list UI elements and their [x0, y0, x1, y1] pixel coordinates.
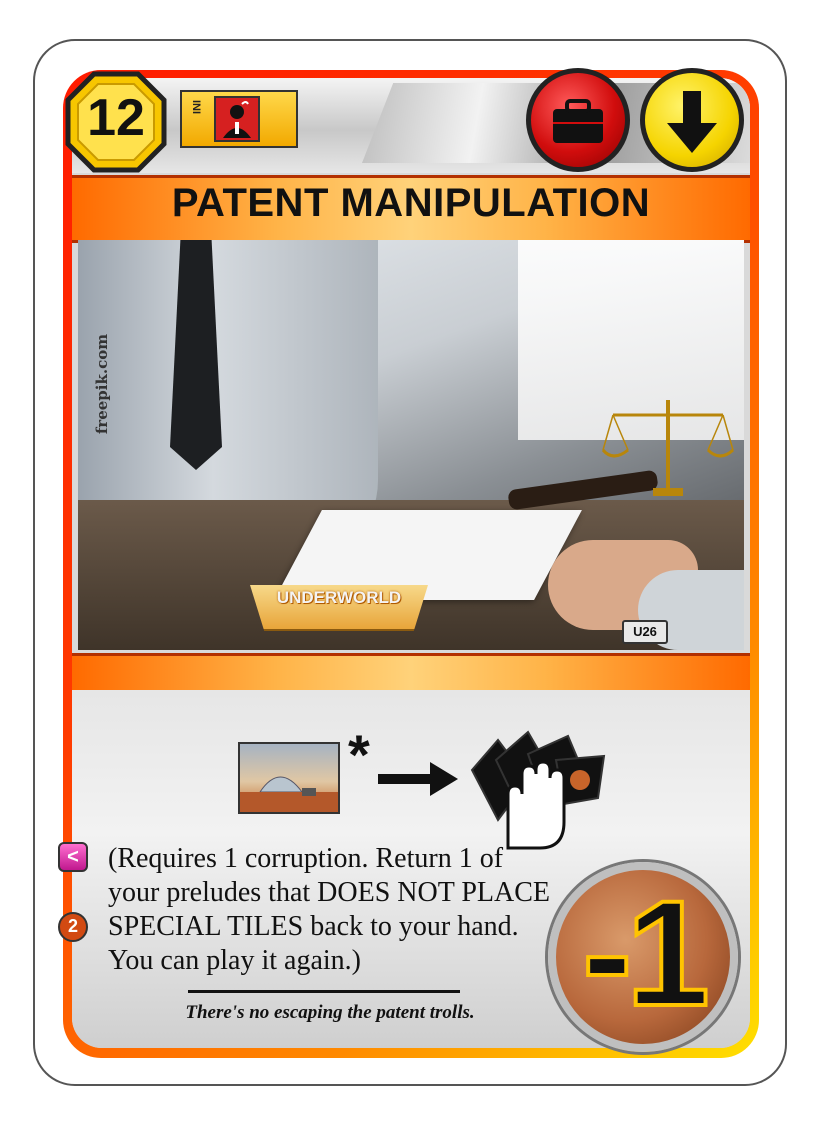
requirement-label: INI: [190, 100, 202, 115]
flavor-text: There's no escaping the patent trolls.: [185, 1002, 475, 1023]
cost-badge-icon: [65, 71, 167, 173]
flavor-divider: [188, 990, 460, 993]
victory-points-value: -1: [580, 867, 711, 1039]
art-tie: [170, 240, 222, 470]
asterisk-marker: *: [348, 723, 370, 786]
requirement-box: INI: [180, 90, 298, 148]
expansion-label: UNDERWORLD: [276, 588, 402, 607]
card-id: U26: [622, 620, 668, 644]
event-arrow-down-tag-icon: [640, 68, 744, 172]
briefcase-tag-icon: [526, 68, 630, 172]
title-band: [72, 175, 750, 243]
cards-in-hand-icon: [470, 730, 606, 850]
step-two-side-label: 2: [67, 916, 78, 936]
art-window: [518, 240, 744, 440]
arrow-right-icon: [378, 762, 458, 796]
corruption-person-icon: [214, 96, 260, 142]
art-scale-icon: [601, 400, 735, 496]
venus-side-label: <: [67, 846, 79, 868]
venus-side-icon: <: [58, 842, 88, 872]
cost-value: 12: [87, 89, 145, 147]
card-title: PATENT MANIPULATION: [171, 181, 651, 225]
prelude-card-icon: [238, 742, 340, 814]
step-two-side-icon: 2: [58, 912, 88, 942]
expansion-band: [72, 653, 750, 690]
victory-points-mars-icon: [548, 862, 738, 1052]
expansion-tab: [250, 585, 428, 631]
effect-text: (Requires 1 corruption. Return 1 of your…: [108, 843, 550, 976]
watermark: freepik.com: [93, 333, 111, 435]
